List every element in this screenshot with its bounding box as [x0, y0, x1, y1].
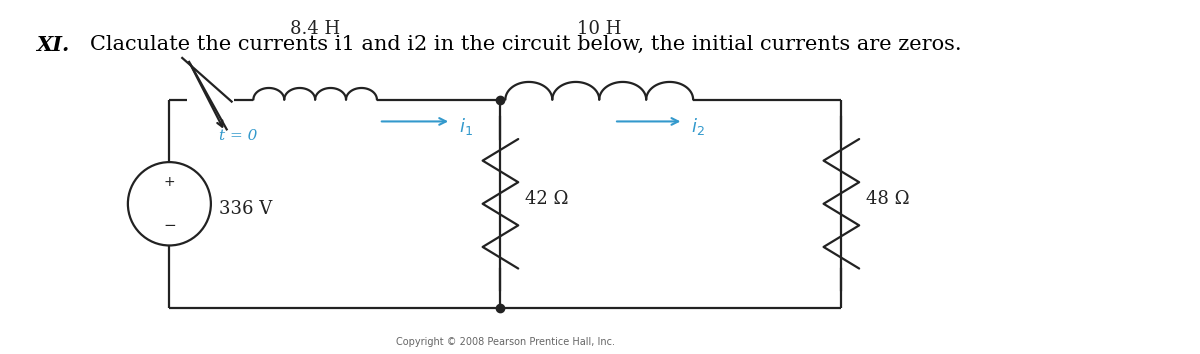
Text: 336 V: 336 V — [218, 200, 272, 218]
Text: 42 Ω: 42 Ω — [526, 190, 569, 208]
Text: −: − — [163, 218, 175, 233]
Text: 48 Ω: 48 Ω — [866, 190, 910, 208]
Text: XI.: XI. — [36, 35, 70, 55]
Text: Copyright © 2008 Pearson Prentice Hall, Inc.: Copyright © 2008 Pearson Prentice Hall, … — [396, 337, 614, 347]
Text: t = 0: t = 0 — [218, 129, 257, 143]
Text: Claculate the currents i1 and i2 in the circuit below, the initial currents are : Claculate the currents i1 and i2 in the … — [90, 35, 962, 54]
Text: +: + — [163, 175, 175, 189]
Text: 10 H: 10 H — [577, 20, 622, 38]
Text: $i_2$: $i_2$ — [691, 116, 704, 137]
Text: $i_1$: $i_1$ — [458, 116, 473, 137]
Text: 8.4 H: 8.4 H — [290, 20, 341, 38]
